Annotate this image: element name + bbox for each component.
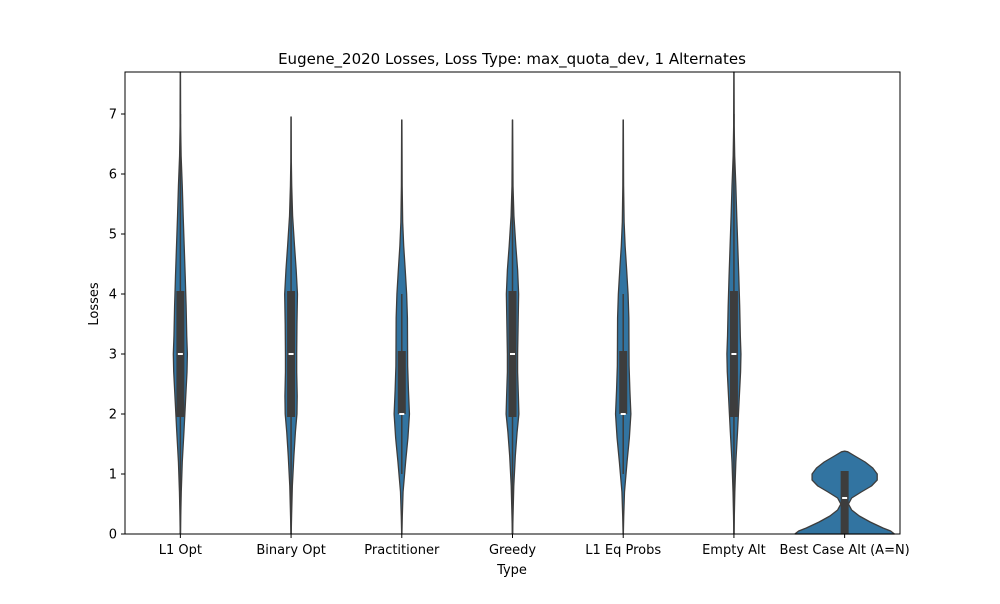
- axes-layer: 0 1 2 3 4 5 6 7 L1 Opt Binary Opt Practitioner Gree…: [109, 71, 910, 558]
- violin-greedy: [505, 119, 520, 535]
- x-axis-label: Type: [496, 563, 527, 578]
- y-tick-label: 0: [109, 528, 117, 543]
- x-tick-label: L1 Opt: [159, 543, 202, 558]
- y-tick-label: 5: [109, 228, 117, 243]
- y-tick-label: 1: [109, 468, 117, 483]
- x-tick-label: Greedy: [489, 543, 536, 558]
- x-tick-label: Best Case Alt (A=N): [780, 543, 910, 558]
- violin-binary-opt: [284, 116, 299, 535]
- x-tick-label: Empty Alt: [702, 543, 766, 558]
- violin-iqr-box: [619, 351, 628, 414]
- y-tick-label: 7: [109, 108, 117, 123]
- violin-l1-eq-probs: [614, 119, 632, 535]
- violin-iqr-box: [840, 471, 849, 534]
- y-tick-label: 6: [109, 168, 117, 183]
- violins-layer: [172, 71, 896, 535]
- x-tick-label: L1 Eq Probs: [585, 543, 661, 558]
- violin-l1-opt: [172, 71, 189, 535]
- violin-best-case-alt-a-n: [794, 450, 896, 535]
- violin-practitioner: [393, 119, 411, 535]
- y-axis-label: Losses: [87, 282, 102, 326]
- violin-empty-alt: [726, 71, 742, 535]
- y-tick-label: 4: [109, 288, 117, 303]
- y-tick-label: 3: [109, 348, 117, 363]
- violin-iqr-box: [397, 351, 406, 414]
- chart-title: Eugene_2020 Losses, Loss Type: max_quota…: [278, 50, 746, 69]
- x-tick-label: Practitioner: [364, 543, 440, 558]
- x-tick-label: Binary Opt: [256, 543, 326, 558]
- y-tick-label: 2: [109, 408, 117, 423]
